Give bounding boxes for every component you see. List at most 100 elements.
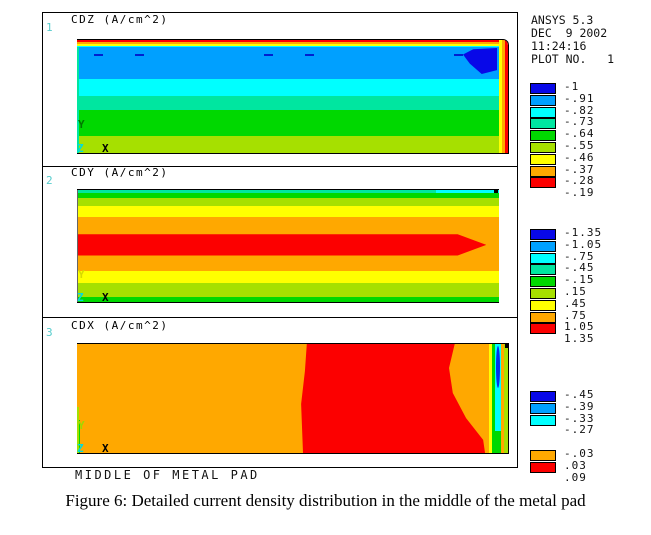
axis-x-label: X xyxy=(102,142,109,154)
min-contour-dash xyxy=(94,53,104,56)
min-contour-dash xyxy=(305,53,315,56)
legend-value-label: -.82 xyxy=(564,103,595,117)
contour-band xyxy=(77,205,499,218)
window-separator xyxy=(42,166,517,167)
contour-band xyxy=(77,270,499,284)
legend-value-label: -.03 xyxy=(564,447,595,460)
legend-value-label: -.55 xyxy=(564,139,595,152)
contour-band xyxy=(77,95,508,111)
contour-band xyxy=(77,255,499,271)
legend-value-label: -.19 xyxy=(564,186,595,200)
contour-band xyxy=(77,136,508,153)
legend-color-box xyxy=(530,414,556,426)
right-edge-stripe-yellow xyxy=(489,344,492,453)
legend-color-box xyxy=(530,299,556,311)
plot-window-frame xyxy=(42,12,518,468)
legend-cdy: -1.35 -1.05 -.75 -.45 -.15.15.45.75 1.05 1.35 xyxy=(530,226,640,439)
legend-value-label: -.37 xyxy=(564,162,595,176)
legend-color-box xyxy=(530,288,556,299)
legend-color-box xyxy=(530,165,556,177)
axis-y-label: Y xyxy=(78,419,85,433)
legend-value-label: -.46 xyxy=(564,150,595,164)
legend-value-label: -.91 xyxy=(564,91,595,105)
legend-value-label: -.64 xyxy=(564,127,595,141)
left-edge-sliver-green xyxy=(79,420,80,453)
contour-band xyxy=(77,45,508,47)
contour-band xyxy=(77,217,499,235)
axis-y-label: Y xyxy=(78,267,85,281)
legend-color-box xyxy=(530,276,556,288)
right-edge-stripe-yellow xyxy=(499,40,502,153)
legend-color-box xyxy=(530,83,556,94)
contour-band xyxy=(77,44,508,46)
legend-cdz: -1 -.91 -.82 -.73 -.64 -.55 -.46 -.37 -.28 -.19 xyxy=(530,80,640,293)
contour-bands xyxy=(77,40,508,153)
top-right-cyan-strip xyxy=(435,190,499,193)
plot-title-cdx: CDX (A/cm^2) xyxy=(71,319,169,332)
min-contour-dash xyxy=(264,53,274,56)
plot-title-cdy: CDY (A/cm^2) xyxy=(71,166,169,179)
contour-band xyxy=(77,40,508,43)
top-right-notch xyxy=(494,190,498,193)
legend-color-box xyxy=(530,177,556,189)
cold-spot-blue-core xyxy=(496,346,500,388)
axis-x-label: X xyxy=(102,291,109,303)
contour-band xyxy=(77,283,499,297)
plot-date: DEC 9 2002 xyxy=(531,26,608,40)
right-edge-stripe-yellow-green xyxy=(504,344,508,453)
legend-color-box xyxy=(530,153,556,165)
legend-value-label: -1.35 xyxy=(564,226,603,239)
axis-y-label: Y xyxy=(78,118,85,132)
legend-color-box xyxy=(530,142,556,153)
window-number-2: 2 xyxy=(46,174,53,187)
plot-title-cdz: CDZ (A/cm^2) xyxy=(71,13,169,26)
legend-value-label: -.73 xyxy=(564,115,595,129)
figure-caption: Figure 6: Detailed current density distr… xyxy=(65,491,586,510)
window-number-1: 1 xyxy=(46,21,53,34)
contour-band xyxy=(77,110,508,137)
right-edge-stripe-orange xyxy=(502,40,505,153)
legend-value-label: .09 xyxy=(564,470,587,484)
legend-color-box xyxy=(530,461,556,473)
legend-color-box xyxy=(530,311,556,323)
legend-value-label: 1.35 xyxy=(564,332,595,346)
legend-color-box xyxy=(530,450,556,461)
contour-band xyxy=(77,193,499,198)
legend-value-label: -1 xyxy=(564,80,580,93)
contour-band xyxy=(77,42,508,45)
legend-value-label: -.28 xyxy=(564,174,595,188)
window-number-3: 3 xyxy=(46,326,53,339)
legend-value-label: .15 xyxy=(564,285,587,298)
legend-color-box xyxy=(530,106,556,118)
legend-value-label: .03 xyxy=(564,458,587,472)
contour-band xyxy=(77,78,508,96)
axis-z-label: Z xyxy=(77,291,84,303)
legend-value-label: .75 xyxy=(564,308,587,322)
legend-color-box xyxy=(530,130,556,142)
contour-band xyxy=(77,190,499,194)
left-edge-stripe xyxy=(77,46,79,153)
min-contour-dash xyxy=(135,53,145,56)
axis-x-label: X xyxy=(102,442,109,454)
legend-color-box xyxy=(530,229,556,240)
plot-footer-title: MIDDLE OF METAL PAD xyxy=(75,468,260,482)
legend-value-label: 1.05 xyxy=(564,320,595,334)
window-separator xyxy=(42,317,517,318)
legend-value-label: -.39 xyxy=(564,399,595,413)
legend-color-box xyxy=(530,323,556,335)
legend-value-label: -.75 xyxy=(564,249,595,263)
legend-value-label: -.15 xyxy=(564,273,595,287)
plot-time: 11:24:16 xyxy=(531,39,587,53)
legend-color-box xyxy=(530,402,556,414)
left-edge-sliver xyxy=(77,407,79,453)
legend-color-box xyxy=(530,391,556,402)
left-edge-line xyxy=(77,190,78,302)
legend-cdx: -.45 -.39 -.33 -.27 -.03.03.09 xyxy=(530,388,640,535)
legend-value-label: -.33 xyxy=(564,411,595,425)
legend-color-box xyxy=(530,94,556,106)
legend-value-label: .45 xyxy=(564,296,587,310)
